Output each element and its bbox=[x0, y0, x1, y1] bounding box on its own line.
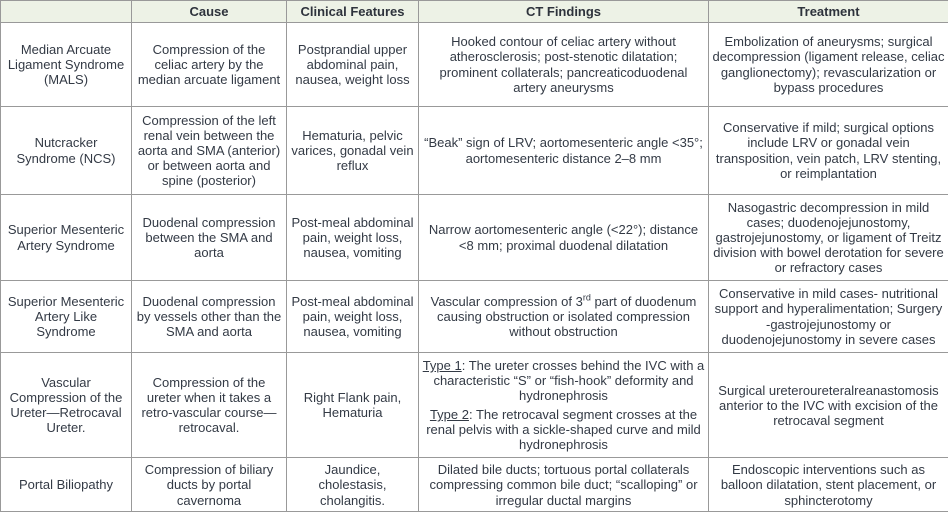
type1-text: : The ureter crosses behind the IVC with… bbox=[433, 358, 704, 403]
clinical-features-cell: Jaundice, cholestasis, cholangitis. bbox=[287, 458, 419, 512]
table-row-ncs: Nutcracker Syndrome (NCS) Compression of… bbox=[1, 107, 948, 195]
treatment-cell: Conservative if mild; surgical options i… bbox=[709, 107, 948, 195]
type1-label: Type 1 bbox=[423, 358, 462, 373]
cause-cell: Compression of biliary ducts by portal c… bbox=[132, 458, 287, 512]
cause-cell: Duodenal compression between the SMA and… bbox=[132, 195, 287, 281]
clinical-features-cell: Hematuria, pelvic varices, gonadal vein … bbox=[287, 107, 419, 195]
ct-findings-cell: Type 1: The ureter crosses behind the IV… bbox=[419, 353, 709, 458]
clinical-features-cell: Right Flank pain, Hematuria bbox=[287, 353, 419, 458]
ct-type2-paragraph: Type 2: The retrocaval segment crosses a… bbox=[422, 407, 705, 452]
syndrome-name-cell: Vascular Compression of the Ureter—Retro… bbox=[1, 353, 132, 458]
table-row-retrocaval-ureter: Vascular Compression of the Ureter—Retro… bbox=[1, 353, 948, 458]
ct-type1-paragraph: Type 1: The ureter crosses behind the IV… bbox=[422, 358, 705, 403]
treatment-cell: Conservative in mild cases- nutritional … bbox=[709, 281, 948, 353]
ordinal-superscript: rd bbox=[583, 293, 591, 303]
ct-findings-cell: Vascular compression of 3rd part of duod… bbox=[419, 281, 709, 353]
syndrome-name-cell: Nutcracker Syndrome (NCS) bbox=[1, 107, 132, 195]
syndrome-name-cell: Superior Mesenteric Artery Like Syndrome bbox=[1, 281, 132, 353]
treatment-cell: Surgical ureteroureteralreanastomosis an… bbox=[709, 353, 948, 458]
ct-findings-cell: Dilated bile ducts; tortuous portal coll… bbox=[419, 458, 709, 512]
clinical-features-cell: Post-meal abdominal pain, weight loss, n… bbox=[287, 281, 419, 353]
cause-cell: Compression of the celiac artery by the … bbox=[132, 23, 287, 107]
header-cause: Cause bbox=[132, 1, 287, 23]
header-treatment: Treatment bbox=[709, 1, 948, 23]
header-ct-findings: CT Findings bbox=[419, 1, 709, 23]
ct-findings-cell: Narrow aortomesenteric angle (<22°); dis… bbox=[419, 195, 709, 281]
cause-cell: Duodenal compression by vessels other th… bbox=[132, 281, 287, 353]
treatment-cell: Nasogastric decompression in mild cases;… bbox=[709, 195, 948, 281]
ct-findings-text: Vascular compression of 3 bbox=[431, 294, 583, 309]
table-row-sma-syndrome: Superior Mesenteric Artery Syndrome Duod… bbox=[1, 195, 948, 281]
cause-cell: Compression of the left renal vein betwe… bbox=[132, 107, 287, 195]
ct-findings-cell: Hooked contour of celiac artery without … bbox=[419, 23, 709, 107]
syndrome-name-cell: Portal Biliopathy bbox=[1, 458, 132, 512]
clinical-features-cell: Post-meal abdominal pain, weight loss, n… bbox=[287, 195, 419, 281]
treatment-cell: Embolization of aneurysms; surgical deco… bbox=[709, 23, 948, 107]
table-row-mals: Median Arcuate Ligament Syndrome (MALS) … bbox=[1, 23, 948, 107]
header-corner-cell bbox=[1, 1, 132, 23]
header-clinical-features: Clinical Features bbox=[287, 1, 419, 23]
type2-label: Type 2 bbox=[430, 407, 469, 422]
table-row-sma-like-syndrome: Superior Mesenteric Artery Like Syndrome… bbox=[1, 281, 948, 353]
syndrome-name-cell: Superior Mesenteric Artery Syndrome bbox=[1, 195, 132, 281]
treatment-cell: Endoscopic interventions such as balloon… bbox=[709, 458, 948, 512]
cause-cell: Compression of the ureter when it takes … bbox=[132, 353, 287, 458]
table-row-portal-biliopathy: Portal Biliopathy Compression of biliary… bbox=[1, 458, 948, 512]
ct-findings-cell: “Beak” sign of LRV; aortomesenteric angl… bbox=[419, 107, 709, 195]
syndrome-name-cell: Median Arcuate Ligament Syndrome (MALS) bbox=[1, 23, 132, 107]
clinical-features-cell: Postprandial upper abdominal pain, nause… bbox=[287, 23, 419, 107]
header-row: Cause Clinical Features CT Findings Trea… bbox=[1, 1, 948, 23]
